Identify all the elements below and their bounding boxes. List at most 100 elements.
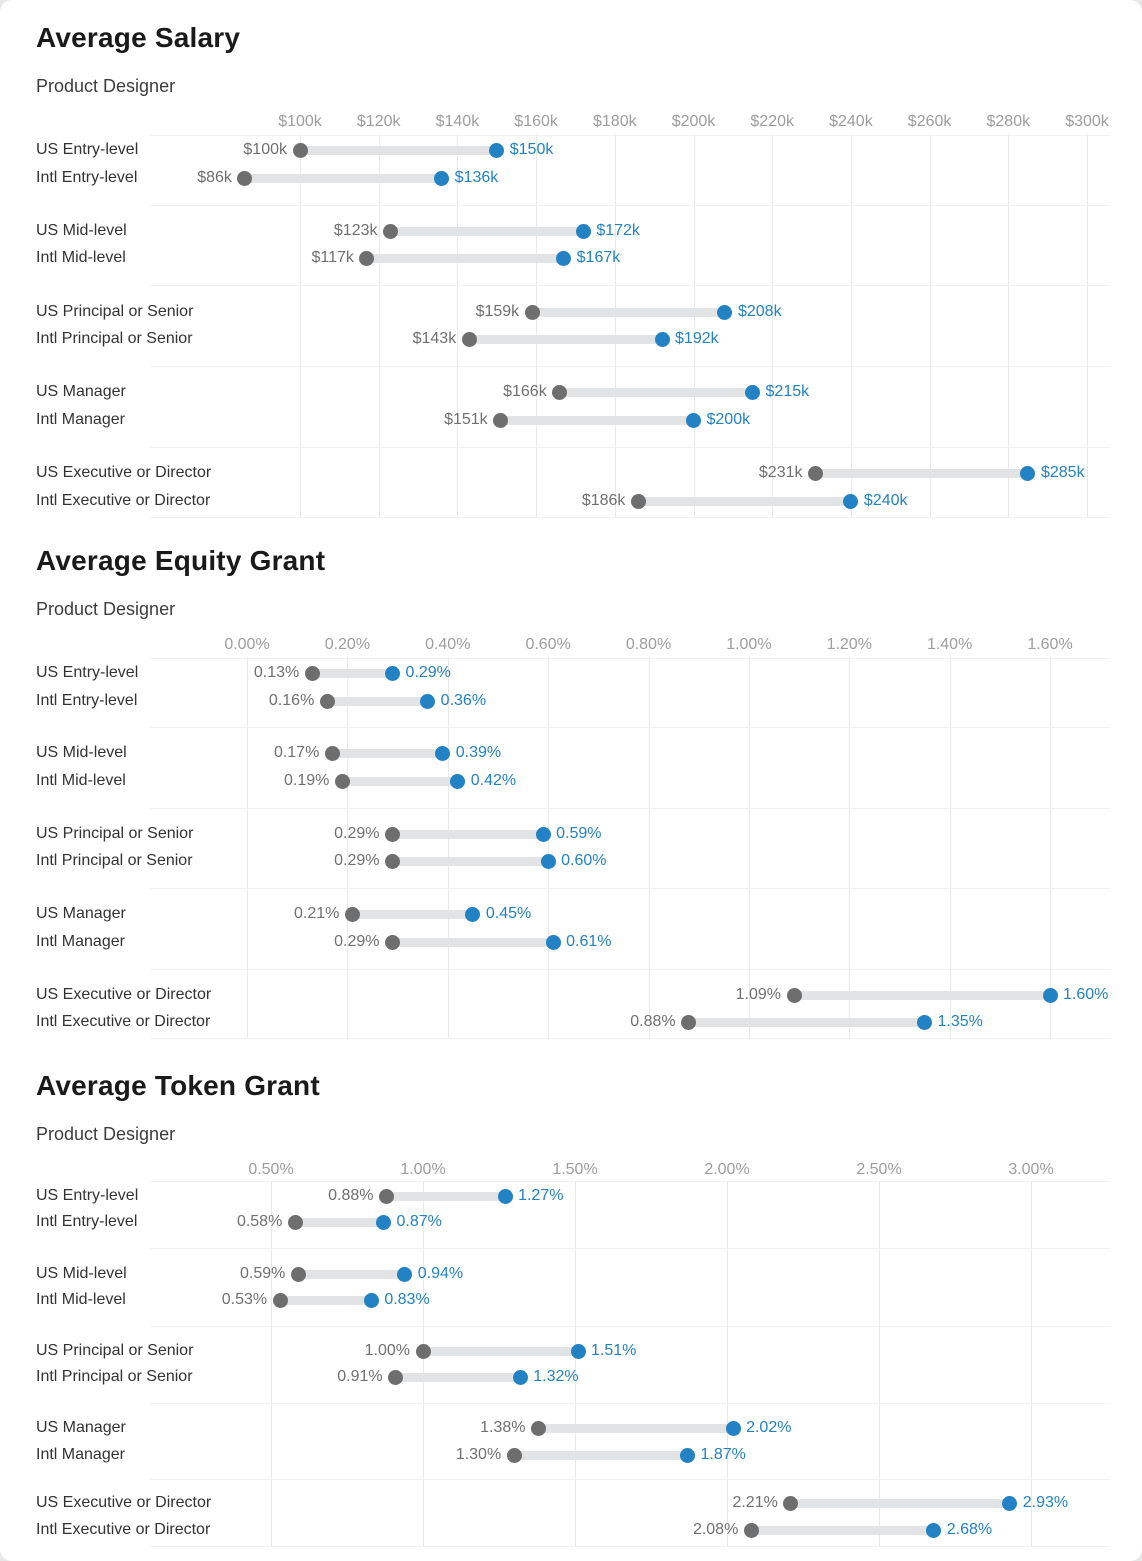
high-dot [686, 412, 701, 428]
dumbbell-bar [423, 1346, 579, 1356]
row-high-value: 2.02% [746, 1419, 792, 1436]
separator-line [150, 205, 1110, 206]
gridline [536, 134, 538, 517]
row-low-value: $166k [503, 383, 547, 400]
separator-line [150, 1326, 1110, 1327]
gridline [693, 134, 695, 517]
row-low-value: $123k [333, 222, 378, 239]
row-label: Intl Principal or Senior [36, 1368, 193, 1385]
row-label: US Principal or Senior [36, 825, 194, 842]
high-dot [489, 142, 505, 158]
gridline [850, 134, 852, 517]
low-dot [385, 853, 401, 869]
row-low-value: 1.09% [735, 986, 782, 1003]
row-label: Intl Executive or Director [36, 492, 211, 509]
high-dot [435, 745, 451, 761]
separator-line [150, 285, 1110, 286]
low-dot [506, 1447, 522, 1463]
dumbbell-bar [327, 696, 428, 706]
high-dot [717, 304, 733, 320]
dumbbell-bar [280, 1295, 372, 1305]
axis-tick-label: $140k [435, 113, 480, 130]
row-high-value: $200k [706, 411, 751, 428]
low-dot [524, 304, 540, 320]
dumbbell-bar [538, 1423, 734, 1433]
gridline [271, 1182, 272, 1546]
gridline [748, 657, 750, 1038]
high-dot [570, 1343, 586, 1359]
row-low-value: 0.29% [334, 933, 380, 950]
axis-tick-label: 2.50% [856, 1161, 902, 1178]
high-dot [465, 906, 481, 922]
row-high-value: 2.68% [946, 1521, 993, 1538]
low-dot [385, 934, 401, 950]
high-dot [512, 1369, 528, 1385]
row-label: US Mid-level [36, 1265, 127, 1282]
chart-title: Average Token Grant [36, 1070, 320, 1101]
axis-tick-label: 0.60% [525, 636, 571, 653]
low-dot [324, 745, 340, 761]
axis-tick-label: 3.00% [1008, 1161, 1054, 1178]
separator-line [150, 366, 1110, 367]
row-low-value: 2.08% [692, 1521, 739, 1538]
axis-tick-label: 1.50% [552, 1161, 598, 1178]
row-high-value: 0.61% [566, 933, 612, 950]
axis-tick-label: 0.50% [248, 1161, 294, 1178]
low-dot [388, 1369, 404, 1385]
row-high-value: $215k [765, 383, 810, 400]
separator-line [150, 1181, 1110, 1182]
dumbbell-bar [559, 387, 753, 397]
row-label: US Entry-level [36, 1187, 139, 1204]
row-low-value: 0.58% [236, 1213, 283, 1230]
low-dot [383, 223, 398, 239]
high-dot [575, 223, 591, 239]
separator-line [150, 658, 1110, 659]
row-low-value: $143k [412, 330, 457, 347]
row-label: Intl Executive or Director [36, 1013, 211, 1030]
row-high-value: 0.45% [485, 905, 532, 922]
row-low-value: 0.17% [273, 744, 320, 761]
dumbbell-bar [794, 990, 1050, 1000]
axis-tick-label: 0.40% [425, 636, 471, 653]
high-dot [725, 1420, 741, 1436]
dumbbell-bar [514, 1450, 688, 1460]
dumbbell-bar [295, 1217, 384, 1227]
separator-line [150, 1038, 1110, 1039]
gridline [548, 657, 550, 1038]
row-high-value: $285k [1040, 464, 1085, 481]
low-dot [334, 773, 350, 789]
dumbbell-bar [298, 1269, 405, 1279]
gridline [575, 1182, 576, 1546]
row-high-value: 0.29% [405, 664, 451, 681]
row-label: US Manager [36, 383, 126, 400]
chart-average-token-grant: Average Token Grant Product Designer 0.5… [0, 1070, 1142, 1558]
row-high-value: 1.51% [591, 1342, 637, 1359]
row-label: US Executive or Director [36, 464, 212, 481]
dumbbell-bar [638, 496, 851, 506]
row-label: Intl Entry-level [36, 169, 138, 186]
high-dot [926, 1522, 942, 1538]
row-label: Intl Manager [36, 411, 125, 428]
high-dot [434, 170, 450, 186]
row-high-value: $167k [576, 249, 621, 266]
row-low-value: $151k [444, 411, 488, 428]
axis-tick-label: 1.00% [400, 1161, 446, 1178]
gridline [727, 1182, 728, 1546]
row-label: US Principal or Senior [36, 303, 194, 320]
row-high-value: $136k [454, 169, 499, 186]
row-label: US Manager [36, 1419, 126, 1436]
separator-line [150, 1546, 1110, 1547]
axis-tick-label: 2.00% [704, 1161, 750, 1178]
low-dot [552, 384, 568, 400]
low-dot [531, 1420, 547, 1436]
gridline [1008, 134, 1010, 517]
low-dot [379, 1188, 395, 1204]
row-high-value: 1.87% [700, 1446, 746, 1463]
row-high-value: $172k [596, 222, 640, 239]
row-high-value: $192k [675, 330, 719, 347]
low-dot [415, 1343, 431, 1359]
high-dot [745, 384, 761, 400]
separator-line [150, 135, 1110, 136]
row-low-value: 0.13% [253, 664, 300, 681]
row-low-value: 0.88% [630, 1013, 676, 1030]
